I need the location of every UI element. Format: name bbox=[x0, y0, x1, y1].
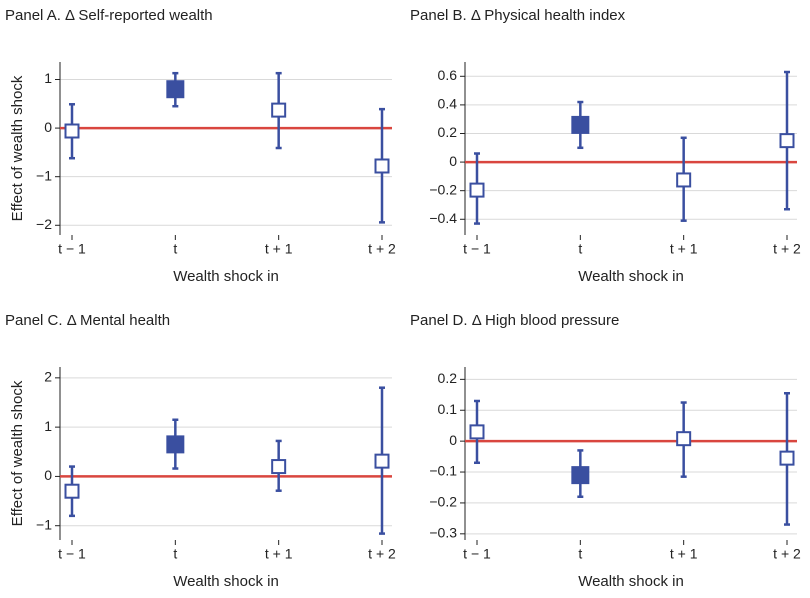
x-tick-label: t + 1 bbox=[670, 241, 698, 257]
y-tick-label: −1 bbox=[36, 167, 52, 183]
y-tick-label: −0.2 bbox=[429, 181, 457, 197]
point-marker bbox=[374, 158, 390, 174]
point-marker bbox=[571, 466, 590, 485]
point-marker bbox=[469, 424, 485, 440]
point-marker bbox=[779, 450, 795, 466]
y-tick-label: −0.1 bbox=[429, 463, 457, 479]
x-tick-label: t bbox=[173, 546, 177, 562]
y-tick-label: −2 bbox=[36, 216, 52, 232]
x-axis-label: Wealth shock in bbox=[578, 573, 684, 590]
point-marker bbox=[676, 172, 692, 188]
y-axis-label: Effect of wealth shock bbox=[9, 380, 26, 526]
y-tick-label: 2 bbox=[44, 369, 52, 385]
x-tick-label: t + 1 bbox=[670, 546, 698, 562]
panel-title: Panel A. Δ Self-reported wealth bbox=[5, 7, 213, 24]
x-tick-label: t bbox=[578, 241, 582, 257]
point-marker bbox=[374, 453, 390, 469]
y-tick-label: 0.2 bbox=[438, 370, 458, 386]
point-marker bbox=[571, 115, 590, 134]
x-tick-label: t bbox=[173, 241, 177, 257]
y-axis-label: Effect of wealth shock bbox=[9, 75, 26, 221]
x-tick-label: t + 2 bbox=[368, 241, 396, 257]
y-tick-label: 1 bbox=[44, 418, 52, 434]
point-marker bbox=[166, 80, 185, 99]
x-tick-label: t − 1 bbox=[58, 241, 86, 257]
y-tick-label: −0.2 bbox=[429, 494, 457, 510]
y-tick-label: −0.4 bbox=[429, 210, 457, 226]
point-marker bbox=[64, 483, 80, 499]
y-tick-label: 0.4 bbox=[438, 96, 458, 112]
point-marker bbox=[271, 459, 287, 475]
x-axis-label: Wealth shock in bbox=[173, 268, 279, 285]
x-axis-label: Wealth shock in bbox=[578, 268, 684, 285]
point-marker bbox=[779, 133, 795, 149]
point-marker bbox=[676, 431, 692, 447]
point-marker bbox=[64, 123, 80, 139]
y-tick-label: 0 bbox=[44, 467, 52, 483]
point-marker bbox=[469, 182, 485, 198]
y-tick-label: 0 bbox=[44, 119, 52, 135]
x-tick-label: t − 1 bbox=[58, 546, 86, 562]
y-tick-label: 0.6 bbox=[438, 67, 458, 83]
x-tick-label: t + 2 bbox=[773, 546, 801, 562]
y-tick-label: −1 bbox=[36, 516, 52, 532]
point-marker bbox=[271, 102, 287, 118]
x-tick-label: t bbox=[578, 546, 582, 562]
y-tick-label: 0.1 bbox=[438, 401, 458, 417]
x-tick-label: t + 1 bbox=[265, 546, 293, 562]
y-tick-label: −0.3 bbox=[429, 525, 457, 541]
x-tick-label: t + 2 bbox=[773, 241, 801, 257]
x-tick-label: t − 1 bbox=[463, 241, 491, 257]
x-axis-label: Wealth shock in bbox=[173, 573, 279, 590]
x-tick-label: t + 1 bbox=[265, 241, 293, 257]
panel-title: Panel B. Δ Physical health index bbox=[410, 7, 626, 24]
y-tick-label: 0 bbox=[449, 432, 457, 448]
y-tick-label: 0 bbox=[449, 153, 457, 169]
panel-title: Panel D. Δ High blood pressure bbox=[410, 312, 619, 329]
panel-title: Panel C. Δ Mental health bbox=[5, 312, 170, 329]
x-tick-label: t − 1 bbox=[463, 546, 491, 562]
y-tick-label: 0.2 bbox=[438, 124, 458, 140]
point-marker bbox=[166, 435, 185, 454]
y-tick-label: 1 bbox=[44, 70, 52, 86]
x-tick-label: t + 2 bbox=[368, 546, 396, 562]
